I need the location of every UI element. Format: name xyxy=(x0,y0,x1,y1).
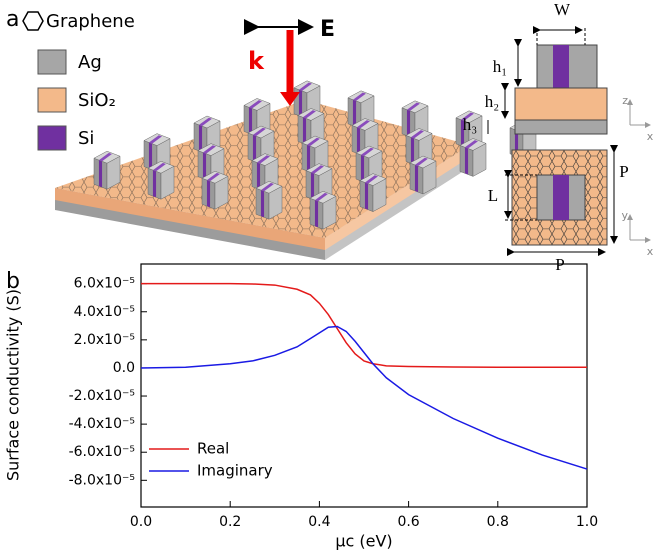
si-stripe xyxy=(203,153,206,180)
dim-label: P xyxy=(619,162,628,181)
dim-label: L xyxy=(488,186,498,205)
si-stripe xyxy=(257,163,260,190)
si-stripe xyxy=(299,90,302,117)
y-tick-label: -4.0x10⁻⁵ xyxy=(69,416,135,432)
legend-label: Real xyxy=(197,440,229,458)
y-tick-label: -2.0x10⁻⁵ xyxy=(69,388,135,404)
legend-label: Ag xyxy=(78,52,102,73)
x-tick-label: 0.2 xyxy=(219,514,241,530)
si-stripe xyxy=(249,107,252,134)
si-stripe xyxy=(207,180,210,207)
legend-label: Imaginary xyxy=(197,462,273,480)
legend-label: SiO₂ xyxy=(78,90,116,111)
si-stripe xyxy=(307,145,310,172)
sio2-swatch xyxy=(38,88,66,112)
e-label: E xyxy=(320,17,335,42)
x-tick-label: 0.0 xyxy=(130,514,152,530)
sio2-layer xyxy=(515,88,607,120)
legend-label: Si xyxy=(78,128,94,149)
si-stripe xyxy=(553,175,569,220)
page: a Graphene Ag SiO₂ Si k E W h₁ h₂ h₃ z x… xyxy=(0,0,655,557)
x-tick-label: 0.4 xyxy=(308,514,330,530)
graphene-icon xyxy=(23,12,43,30)
device-schematic xyxy=(55,81,536,260)
si-stripe xyxy=(361,155,364,182)
panel-label: a xyxy=(6,7,19,32)
ag-swatch xyxy=(38,50,66,74)
figure: a Graphene Ag SiO₂ Si k E W h₁ h₂ h₃ z x… xyxy=(0,0,655,557)
y-tick-label: -8.0x10⁻⁵ xyxy=(69,472,135,488)
y-axis-title: Surface conductivity (S) xyxy=(4,289,23,481)
si-stripe xyxy=(253,135,256,162)
dim-label: h₂ xyxy=(485,92,499,111)
si-stripe xyxy=(153,170,156,197)
axis-label: x xyxy=(647,130,654,143)
si-stripe xyxy=(365,183,368,210)
y-tick-label: -6.0x10⁻⁵ xyxy=(69,444,135,460)
y-tick-label: 6.0x10⁻⁵ xyxy=(74,276,135,292)
si-stripe xyxy=(149,143,152,170)
si-stripe xyxy=(99,160,102,187)
data-line xyxy=(141,284,587,368)
x-axis-title: μc (eV) xyxy=(335,532,392,551)
si-stripe xyxy=(553,45,569,88)
y-tick-label: 0.0 xyxy=(113,360,135,376)
si-stripe xyxy=(415,165,418,192)
si-stripe xyxy=(357,127,360,154)
dim-label: W xyxy=(554,0,571,19)
dim-label: h₃ xyxy=(463,115,478,134)
x-tick-label: 1.0 xyxy=(576,514,598,530)
si-stripe xyxy=(261,190,264,217)
k-label: k xyxy=(248,47,265,75)
si-stripe xyxy=(353,100,356,127)
si-stripe xyxy=(199,125,202,152)
axis-label: z xyxy=(622,94,628,107)
x-tick-label: 0.8 xyxy=(487,514,509,530)
axis-label: y xyxy=(621,209,628,222)
substrate xyxy=(515,120,607,134)
si-stripe xyxy=(411,137,414,164)
si-stripe xyxy=(465,147,468,174)
si-stripe xyxy=(311,173,314,200)
dim-label: h₁ xyxy=(493,57,507,76)
x-tick-label: 0.6 xyxy=(397,514,419,530)
legend-label: Graphene xyxy=(46,11,135,32)
si-stripe xyxy=(315,200,318,227)
si-stripe xyxy=(407,110,410,137)
y-tick-label: 4.0x10⁻⁵ xyxy=(74,304,135,320)
si-swatch xyxy=(38,126,66,150)
axis-label: x xyxy=(647,245,654,258)
si-stripe xyxy=(303,117,306,144)
y-tick-label: 2.0x10⁻⁵ xyxy=(74,332,135,348)
